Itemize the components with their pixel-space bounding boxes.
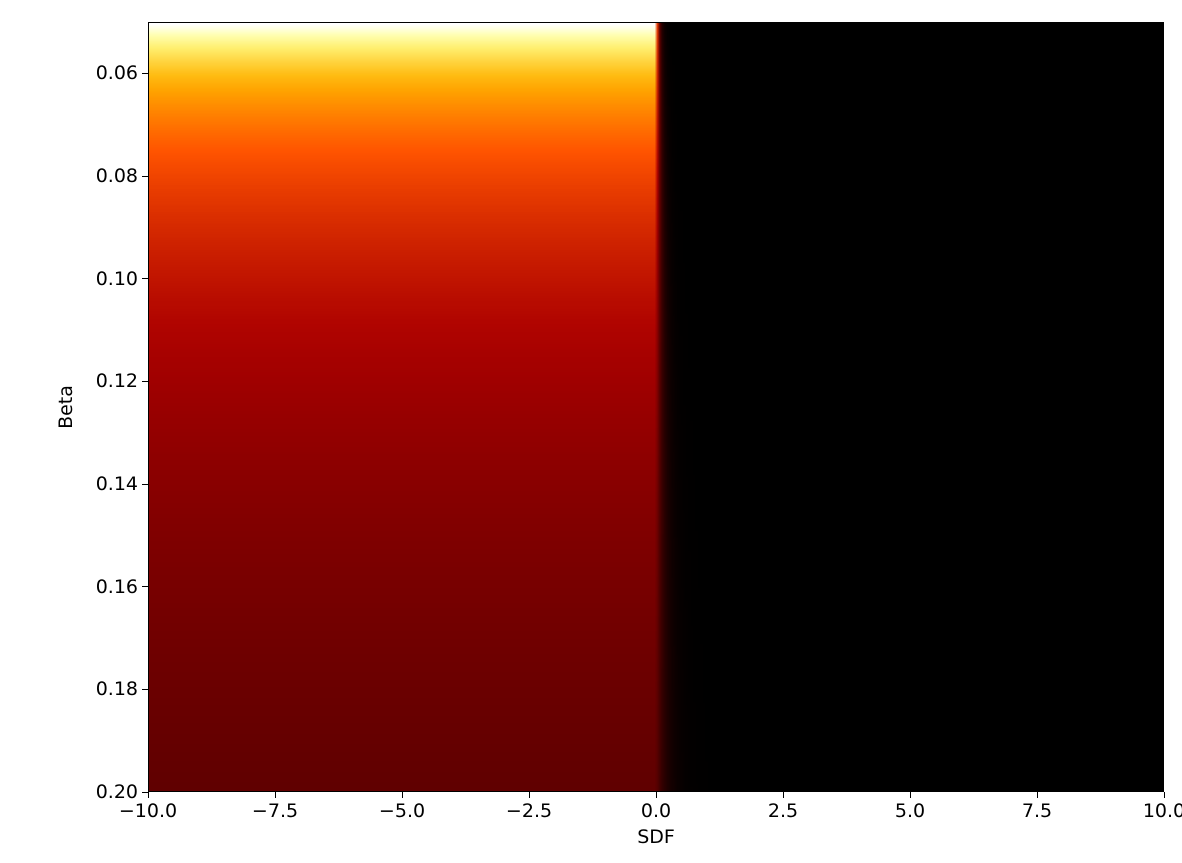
x-axis-label: SDF: [637, 826, 675, 848]
y-tick-label: 0.18: [96, 678, 138, 700]
y-tick: [142, 586, 148, 587]
y-tick: [142, 484, 148, 485]
x-tick-label: 2.5: [768, 800, 798, 822]
x-tick-label: 0.0: [641, 800, 671, 822]
x-tick: [1164, 792, 1165, 798]
y-tick: [142, 689, 148, 690]
y-tick: [142, 176, 148, 177]
plot-area: [148, 22, 1164, 792]
y-tick-label: 0.10: [96, 268, 138, 290]
x-tick-label: 7.5: [1022, 800, 1052, 822]
x-tick-label: −5.0: [379, 800, 425, 822]
heatmap: [149, 23, 1163, 791]
y-tick: [142, 278, 148, 279]
x-tick-label: 5.0: [895, 800, 925, 822]
y-tick: [142, 73, 148, 74]
y-tick-label: 0.12: [96, 370, 138, 392]
y-axis-label: Beta: [55, 385, 77, 429]
y-tick-label: 0.20: [96, 781, 138, 803]
x-tick: [148, 792, 149, 798]
x-tick: [402, 792, 403, 798]
y-tick-label: 0.08: [96, 165, 138, 187]
x-tick-label: −2.5: [506, 800, 552, 822]
x-tick: [529, 792, 530, 798]
y-tick: [142, 381, 148, 382]
y-tick-label: 0.14: [96, 473, 138, 495]
x-tick: [783, 792, 784, 798]
x-tick-label: −10.0: [119, 800, 177, 822]
y-tick-label: 0.16: [96, 576, 138, 598]
y-tick: [142, 792, 148, 793]
x-tick: [910, 792, 911, 798]
y-tick-label: 0.06: [96, 62, 138, 84]
x-tick: [1037, 792, 1038, 798]
x-tick-label: 10.0: [1143, 800, 1182, 822]
x-tick-label: −7.5: [252, 800, 298, 822]
x-tick: [656, 792, 657, 798]
figure: −10.0 −7.5 −5.0 −2.5 0.0 2.5 5.0 7.5 10.0 0.06 0.…: [0, 0, 1182, 863]
x-tick: [275, 792, 276, 798]
